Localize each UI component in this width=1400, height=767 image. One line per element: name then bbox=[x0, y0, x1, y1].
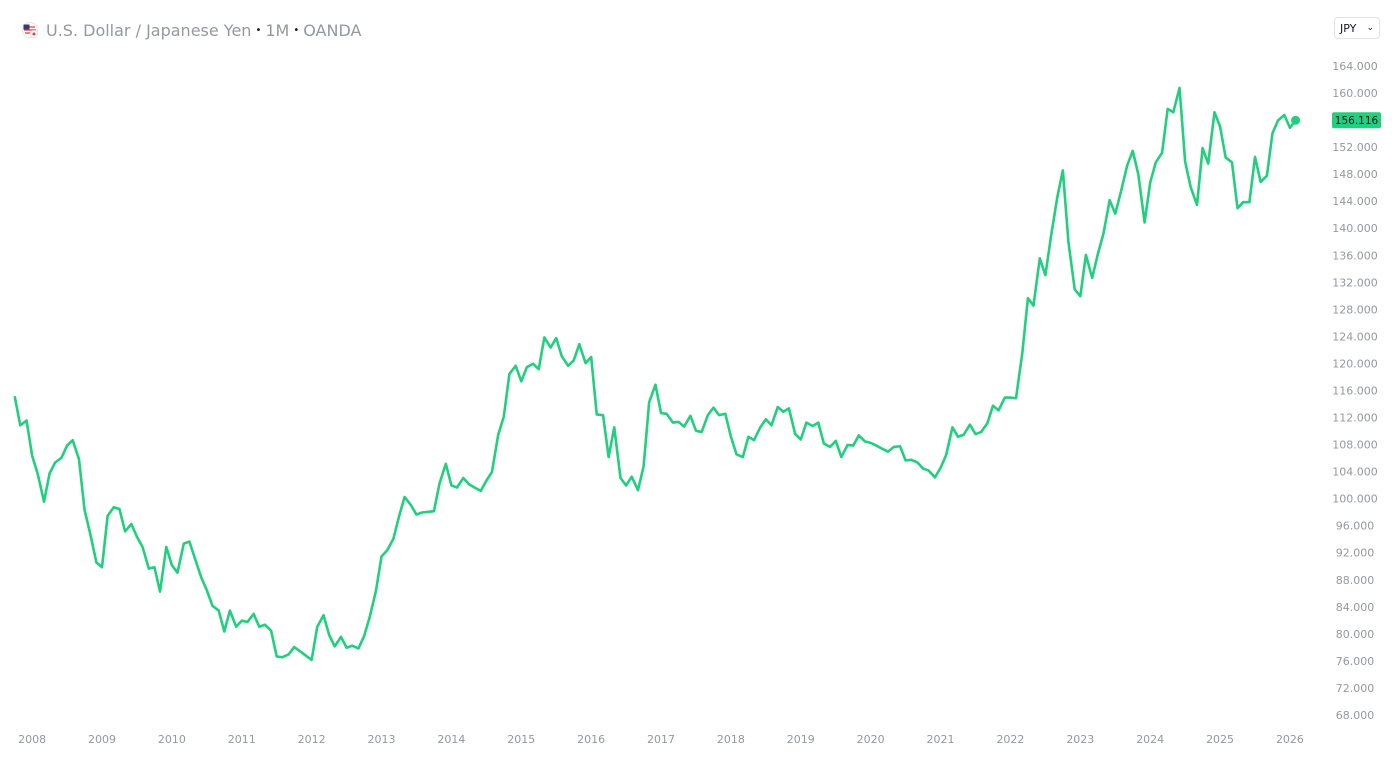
x-tick-label: 2019 bbox=[787, 733, 815, 746]
symbol-title: U.S. Dollar / Japanese Yen bbox=[46, 20, 252, 40]
x-tick-label: 2018 bbox=[717, 733, 745, 746]
flag-icon bbox=[22, 22, 38, 38]
x-tick-label: 2020 bbox=[857, 733, 885, 746]
x-tick-label: 2015 bbox=[507, 733, 535, 746]
x-tick-label: 2009 bbox=[88, 733, 116, 746]
x-tick-label: 2008 bbox=[18, 733, 46, 746]
last-price-label: 156.116 bbox=[1335, 115, 1379, 127]
x-tick-label: 2011 bbox=[228, 733, 256, 746]
y-tick-label: 136.000 bbox=[1332, 249, 1378, 262]
y-tick-label: 96.000 bbox=[1336, 520, 1375, 533]
x-tick-label: 2012 bbox=[298, 733, 326, 746]
y-tick-label: 68.000 bbox=[1336, 709, 1375, 722]
y-tick-label: 92.000 bbox=[1336, 547, 1375, 560]
y-tick-label: 116.000 bbox=[1332, 384, 1378, 397]
x-tick-label: 2022 bbox=[996, 733, 1024, 746]
x-tick-label: 2013 bbox=[368, 733, 396, 746]
x-tick-label: 2021 bbox=[927, 733, 955, 746]
y-tick-label: 80.000 bbox=[1336, 628, 1375, 641]
y-tick-label: 124.000 bbox=[1332, 330, 1378, 343]
y-tick-label: 72.000 bbox=[1336, 682, 1375, 695]
y-tick-label: 112.000 bbox=[1332, 412, 1378, 425]
y-tick-label: 100.000 bbox=[1332, 493, 1378, 506]
y-tick-label: 148.000 bbox=[1332, 168, 1378, 181]
x-tick-label: 2014 bbox=[437, 733, 465, 746]
y-tick-label: 120.000 bbox=[1332, 357, 1378, 370]
source: OANDA bbox=[303, 20, 362, 40]
x-tick-label: 2010 bbox=[158, 733, 186, 746]
separator: • bbox=[293, 24, 300, 36]
y-tick-label: 104.000 bbox=[1332, 466, 1378, 479]
last-point bbox=[1291, 115, 1301, 125]
y-tick-label: 132.000 bbox=[1332, 276, 1378, 289]
y-tick-label: 140.000 bbox=[1332, 222, 1378, 235]
currency-dropdown[interactable]: JPY ⌄ bbox=[1334, 17, 1380, 39]
y-tick-label: 128.000 bbox=[1332, 303, 1378, 316]
interval: 1M bbox=[265, 20, 290, 40]
last-price-box bbox=[1332, 112, 1381, 129]
y-tick-label: 160.000 bbox=[1332, 87, 1378, 100]
y-tick-label: 164.000 bbox=[1332, 60, 1378, 73]
y-tick-label: 88.000 bbox=[1336, 574, 1375, 587]
x-tick-label: 2025 bbox=[1206, 733, 1234, 746]
separator: • bbox=[255, 24, 262, 36]
x-tick-label: 2026 bbox=[1276, 733, 1304, 746]
y-tick-label: 108.000 bbox=[1332, 439, 1378, 452]
price-line bbox=[13, 86, 1297, 662]
x-tick-label: 2016 bbox=[577, 733, 605, 746]
x-tick-label: 2017 bbox=[647, 733, 675, 746]
symbol-header: U.S. Dollar / Japanese Yen • 1M • OANDA bbox=[22, 19, 361, 41]
y-tick-label: 144.000 bbox=[1332, 195, 1378, 208]
currency-label: JPY bbox=[1340, 21, 1357, 35]
caret: ⌄ bbox=[1366, 23, 1374, 33]
x-tick-label: 2023 bbox=[1066, 733, 1094, 746]
x-tick-label: 2024 bbox=[1136, 733, 1164, 746]
y-tick-label: 84.000 bbox=[1336, 601, 1375, 614]
y-tick-label: 152.000 bbox=[1332, 141, 1378, 154]
y-tick-label: 76.000 bbox=[1336, 655, 1375, 668]
